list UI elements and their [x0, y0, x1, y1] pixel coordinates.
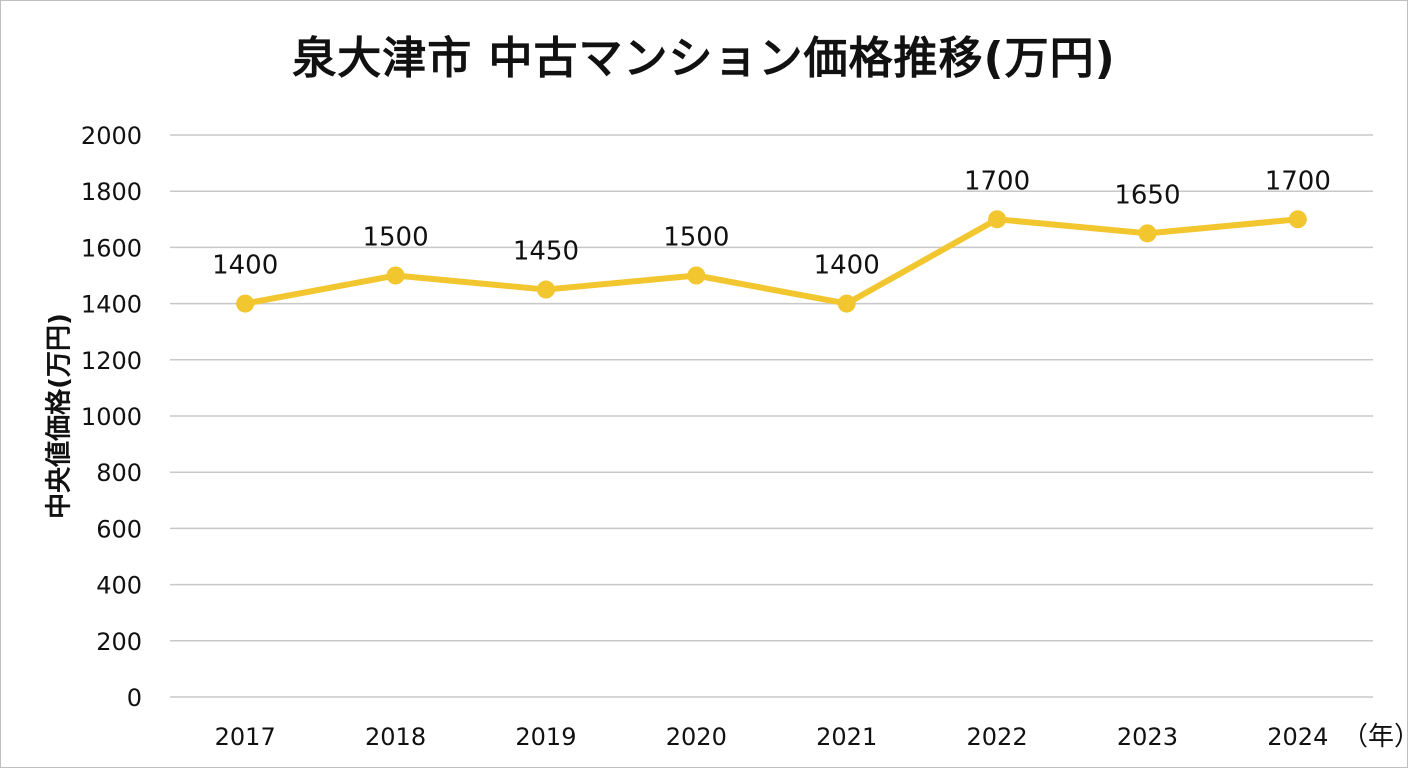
y-tick-labels: 0 200 400 600 800 1000 1200 1400 1600 1800 2000	[81, 122, 142, 712]
data-point-2017	[236, 294, 255, 313]
y-tick-label-800: 800	[96, 459, 142, 487]
y-tick-label-1000: 1000	[81, 403, 142, 431]
data-label-2024: 1700	[1265, 166, 1331, 196]
data-point-2024	[1288, 210, 1307, 229]
y-tick-label-0: 0	[127, 684, 142, 712]
y-tick-label-1800: 1800	[81, 178, 142, 206]
y-tick-label-1200: 1200	[81, 347, 142, 375]
data-point-2018	[386, 266, 405, 285]
data-point-2019	[536, 280, 555, 299]
data-label-2018: 1500	[362, 223, 428, 253]
data-label-2021: 1400	[814, 251, 880, 281]
data-label-2023: 1650	[1114, 180, 1180, 210]
x-tick-label-2019: 2019	[515, 723, 576, 751]
x-tick-label-2017: 2017	[215, 723, 276, 751]
data-point-2022	[988, 210, 1007, 229]
x-tick-label-2024: 2024	[1267, 723, 1328, 751]
x-tick-label-2020: 2020	[666, 723, 727, 751]
x-tick-label-2018: 2018	[365, 723, 426, 751]
series-line	[242, 216, 1301, 307]
data-label-2017: 1400	[212, 251, 278, 281]
x-tick-labels: 2017 2018 2019 2020 2021 2022 2023 2024	[215, 723, 1329, 751]
data-point-2020	[687, 266, 706, 285]
y-tick-label-200: 200	[96, 628, 142, 656]
data-label-2020: 1500	[663, 223, 729, 253]
y-tick-label-600: 600	[96, 515, 142, 543]
x-tick-label-2023: 2023	[1117, 723, 1178, 751]
y-tick-label-2000: 2000	[81, 122, 142, 150]
data-label-2022: 1700	[964, 166, 1030, 196]
data-label-2019: 1450	[513, 237, 579, 267]
series-line-group	[236, 210, 1307, 313]
data-labels: 1400 1500 1450 1500 1400 1700 1650 1700	[212, 166, 1331, 280]
data-point-2021	[837, 294, 856, 313]
data-point-2023	[1138, 224, 1157, 243]
y-tick-label-400: 400	[96, 572, 142, 600]
chart-title: 泉大津市 中古マンション価格推移(万円)	[292, 33, 1116, 84]
y-tick-label-1400: 1400	[81, 291, 142, 319]
x-tick-label-2021: 2021	[816, 723, 877, 751]
x-axis-unit-label: （年）	[1342, 722, 1408, 752]
grid-lines	[170, 134, 1373, 698]
y-tick-label-1600: 1600	[81, 234, 142, 262]
x-tick-label-2022: 2022	[967, 723, 1028, 751]
